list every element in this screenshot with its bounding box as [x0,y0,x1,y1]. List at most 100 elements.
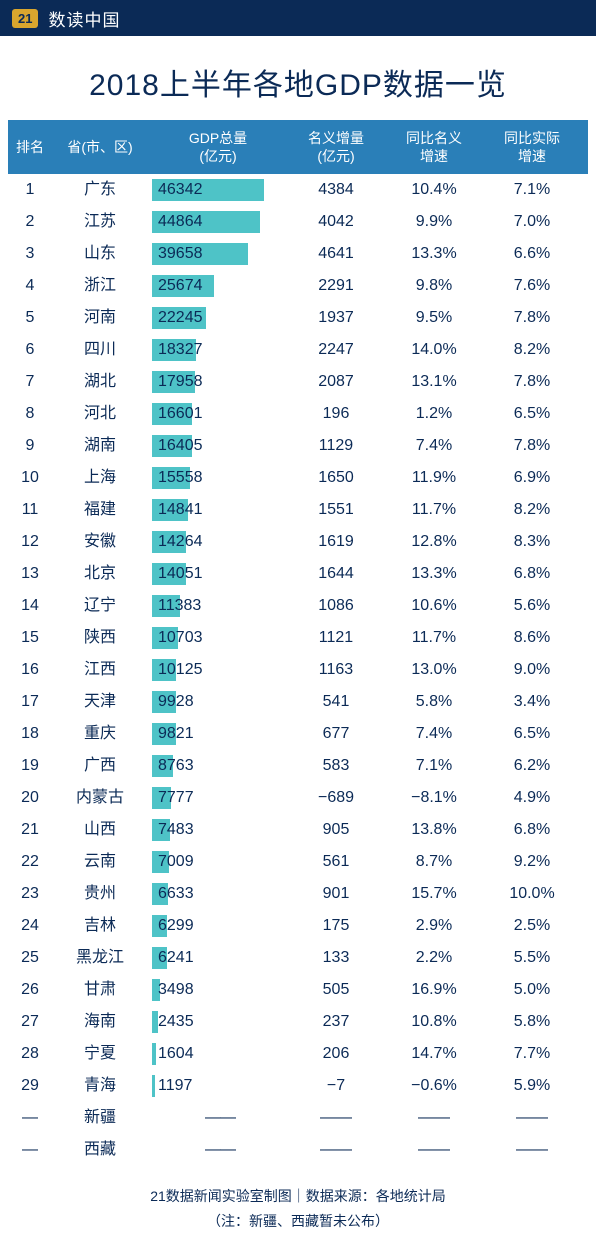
cell-rank: 8 [8,404,52,425]
cell-province: 青海 [52,1076,148,1097]
cell-real: 7.8% [484,372,580,393]
cell-real: 7.6% [484,276,580,297]
cell-province: 北京 [52,564,148,585]
col-nominal-header: 同比名义 增速 [384,129,484,165]
cell-nominal: 1121 [288,628,384,649]
table-row: 11福建14841155111.7%8.2% [8,494,588,526]
gdp-value: 14051 [158,563,203,585]
cell-nominal: 2291 [288,276,384,297]
cell-province: 贵州 [52,884,148,905]
cell-gdp: 44864 [148,211,288,233]
gdp-value: 8763 [158,755,194,777]
cell-rank: 18 [8,724,52,745]
cell-nominal: 1937 [288,308,384,329]
cell-nominal: 175 [288,916,384,937]
cell-gdp: 6299 [148,915,288,937]
cell-rank: 3 [8,244,52,265]
table-row: 20内蒙古7777−689−8.1%4.9% [8,782,588,814]
cell-gdp: 14841 [148,499,288,521]
table-row: 16江西10125116313.0%9.0% [8,654,588,686]
cell-rank: 9 [8,436,52,457]
gdp-value: 16405 [158,435,203,457]
cell-nominal: 2087 [288,372,384,393]
cell-real: 7.8% [484,308,580,329]
cell-nominal: 1086 [288,596,384,617]
cell-nominal: 583 [288,756,384,777]
cell-nominal: 1129 [288,436,384,457]
cell-real: 5.5% [484,948,580,969]
cell-province: 甘肃 [52,980,148,1001]
footer: 21数据新闻实验室制图｜数据来源：各地统计局 （注：新疆、西藏暂未公布） [0,1166,596,1258]
table-row: 15陕西10703112111.7%8.6% [8,622,588,654]
cell-rank: 13 [8,564,52,585]
table-row: —西藏———————— [8,1134,588,1166]
cell-gdp: 11383 [148,595,288,617]
cell-rank: 2 [8,212,52,233]
cell-province: 上海 [52,468,148,489]
cell-gdp: 6241 [148,947,288,969]
cell-rank: 20 [8,788,52,809]
table-row: —新疆———————— [8,1102,588,1134]
gdp-value: 16601 [158,403,203,425]
gdp-table: 排名 省(市、区) GDP总量 (亿元) 名义增量 (亿元) 同比名义 增速 同… [0,120,596,1166]
cell-nominal: 4384 [288,180,384,201]
col-gdp-header: GDP总量 (亿元) [148,129,288,165]
cell-rank: 26 [8,980,52,1001]
cell-gdp: 7777 [148,787,288,809]
col-rank-header: 排名 [8,138,52,156]
cell-real: 6.9% [484,468,580,489]
gdp-value: 7009 [158,851,194,873]
gdp-value: —— [205,1107,235,1129]
gdp-bar [152,1043,156,1065]
gdp-value: 10703 [158,627,203,649]
cell-province: 山西 [52,820,148,841]
cell-nominal: 677 [288,724,384,745]
cell-gdp: 3498 [148,979,288,1001]
cell-gdp: 6633 [148,883,288,905]
footer-note: （注：新疆、西藏暂未公布） [0,1209,596,1234]
cell-rank: 28 [8,1044,52,1065]
cell-gdp: 14264 [148,531,288,553]
table-row: 21山西748390513.8%6.8% [8,814,588,846]
cell-real: 2.5% [484,916,580,937]
cell-real: 4.9% [484,788,580,809]
cell-province: 天津 [52,692,148,713]
table-row: 9湖南1640511297.4%7.8% [8,430,588,462]
cell-province: 辽宁 [52,596,148,617]
table-row: 2江苏4486440429.9%7.0% [8,206,588,238]
cell-province: 广西 [52,756,148,777]
cell-rank: — [8,1108,52,1129]
cell-nominal: 1619 [288,532,384,553]
cell-province: 福建 [52,500,148,521]
cell-gdp: —— [148,1139,288,1161]
cell-real: 6.5% [484,724,580,745]
cell-province: 江苏 [52,212,148,233]
cell-province: 黑龙江 [52,948,148,969]
gdp-value: 3498 [158,979,194,1001]
table-row: 3山东39658464113.3%6.6% [8,238,588,270]
cell-nominal: 561 [288,852,384,873]
cell-nominal: 1163 [288,660,384,681]
cell-real: 5.8% [484,1012,580,1033]
cell-gdp: 16601 [148,403,288,425]
cell-gdp: 22245 [148,307,288,329]
cell-rank: 27 [8,1012,52,1033]
gdp-value: 39658 [158,243,203,265]
cell-gdp: 14051 [148,563,288,585]
cell-gdp: 9928 [148,691,288,713]
cell-gdp: 8763 [148,755,288,777]
page-title: 2018上半年各地GDP数据一览 [0,36,596,120]
cell-real: 6.6% [484,244,580,265]
gdp-value: —— [205,1139,235,1161]
cell-real: 6.5% [484,404,580,425]
cell-province: 云南 [52,852,148,873]
table-row: 24吉林62991752.9%2.5% [8,910,588,942]
cell-real: 5.9% [484,1076,580,1097]
cell-gdp: 39658 [148,243,288,265]
brand-name: 数读中国 [48,6,120,31]
gdp-value: 44864 [158,211,203,233]
cell-rank: 21 [8,820,52,841]
cell-real: 7.1% [484,180,580,201]
gdp-value: 22245 [158,307,203,329]
cell-gdp: 16405 [148,435,288,457]
